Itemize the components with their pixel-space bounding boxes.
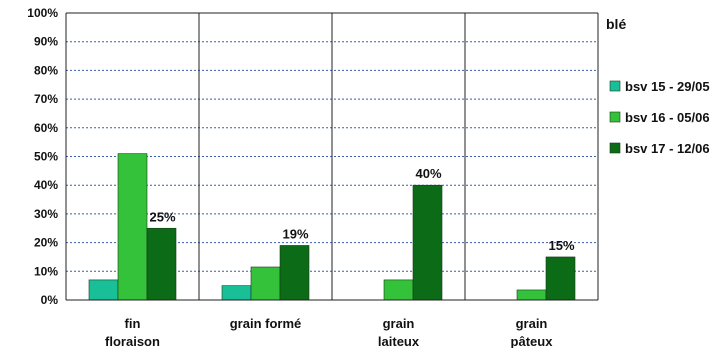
x-category-label: fin bbox=[125, 316, 141, 331]
bar-bsv 17 - 12/06 bbox=[545, 256, 576, 301]
bar-bsv 17 - 12/06 bbox=[146, 227, 177, 301]
y-tick-label: 90% bbox=[34, 35, 58, 49]
bar-bsv 16 - 05/06 bbox=[250, 266, 281, 301]
legend-swatch bbox=[609, 80, 621, 92]
y-tick-label: 0% bbox=[41, 293, 59, 307]
data-label: 19% bbox=[282, 226, 308, 241]
legend-label: bsv 16 - 05/06 bbox=[625, 110, 710, 125]
x-category-label: grain bbox=[383, 316, 415, 331]
y-tick-label: 100% bbox=[27, 6, 58, 20]
bars bbox=[88, 153, 576, 301]
axes bbox=[65, 12, 599, 301]
x-category-label: laiteux bbox=[378, 334, 420, 348]
bar-bsv 17 - 12/06 bbox=[279, 245, 310, 301]
x-category-labels: fin floraison grain formé grain laiteux grain… bbox=[105, 316, 553, 348]
y-tick-label: 50% bbox=[34, 150, 58, 164]
y-tick-label: 80% bbox=[34, 63, 58, 77]
y-tick-label: 40% bbox=[34, 178, 58, 192]
x-category-label: grain bbox=[516, 316, 548, 331]
legend-swatch bbox=[609, 142, 621, 154]
y-tick-label: 70% bbox=[34, 92, 58, 106]
bar-bsv 17 - 12/06 bbox=[412, 184, 443, 301]
y-tick-label: 60% bbox=[34, 121, 58, 135]
legend-title: blé bbox=[606, 16, 626, 32]
data-label: 40% bbox=[415, 166, 441, 181]
category-separators bbox=[198, 13, 466, 300]
bar-bsv 16 - 05/06 bbox=[516, 289, 547, 301]
x-category-label: pâteux bbox=[511, 334, 554, 348]
y-tick-label: 20% bbox=[34, 236, 58, 250]
y-tick-label: 30% bbox=[34, 207, 58, 221]
bar-bsv 16 - 05/06 bbox=[383, 279, 414, 301]
y-tick-labels: 0% 10% 20% 30% 40% 50% 60% 70% 80% 90% 100% bbox=[27, 6, 58, 307]
data-label: 15% bbox=[548, 238, 574, 253]
bar-bsv 15 - 29/05 bbox=[221, 285, 252, 301]
legend: blé bsv 15 - 29/05 bsv 16 - 05/06 bsv 17 - … bbox=[606, 16, 710, 156]
data-label: 25% bbox=[149, 209, 175, 224]
bar-bsv 15 - 29/05 bbox=[88, 279, 119, 301]
bar-bsv 16 - 05/06 bbox=[117, 153, 148, 301]
x-category-label: grain formé bbox=[230, 316, 302, 331]
legend-label: bsv 15 - 29/05 bbox=[625, 79, 710, 94]
y-tick-label: 10% bbox=[34, 264, 58, 278]
legend-label: bsv 17 - 12/06 bbox=[625, 141, 710, 156]
x-category-label: floraison bbox=[105, 334, 160, 348]
data-labels: 25% 19% 40% 15% bbox=[149, 166, 574, 253]
legend-swatch bbox=[609, 111, 621, 123]
